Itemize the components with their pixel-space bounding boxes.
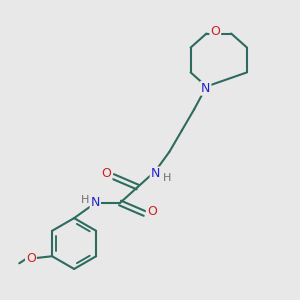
Text: O: O [102,167,112,180]
Text: O: O [147,205,157,218]
Text: N: N [201,82,211,95]
Text: H: H [81,195,90,205]
Text: N: N [91,196,100,209]
Text: N: N [151,167,160,181]
Text: O: O [26,251,36,265]
Text: H: H [162,173,171,183]
Text: O: O [210,25,220,38]
